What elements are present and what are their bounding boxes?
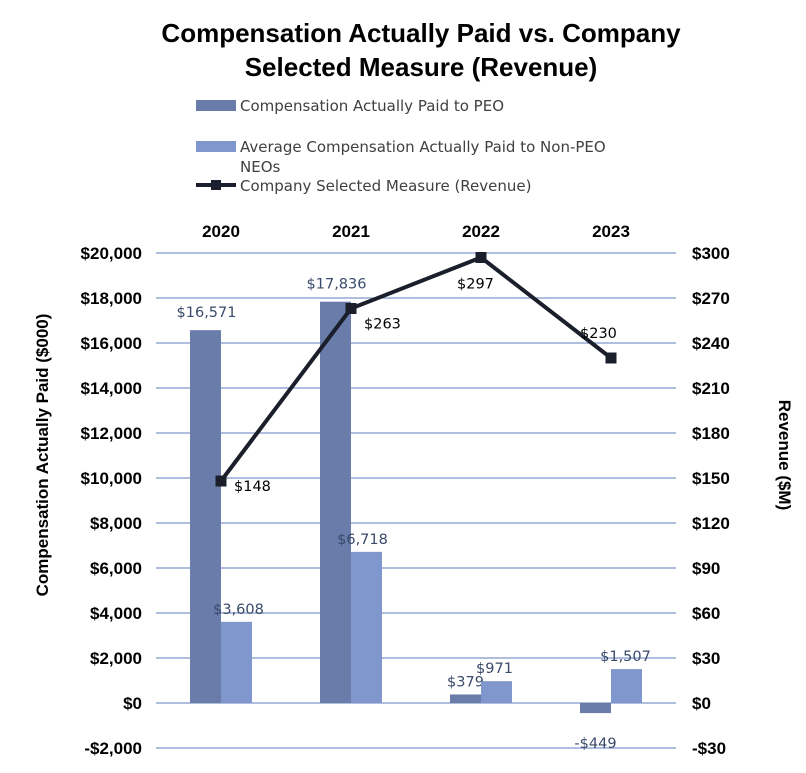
chart-title-line2: Selected Measure (Revenue) xyxy=(245,52,598,82)
left-axis-tick-label: $2,000 xyxy=(90,649,142,668)
x-category-label: 2022 xyxy=(462,222,500,241)
right-axis-tick-label: $30 xyxy=(692,649,720,668)
left-axis-tick-label: $20,000 xyxy=(81,244,142,263)
left-axis-tick-label: $10,000 xyxy=(81,469,142,488)
chart-title-line1: Compensation Actually Paid vs. Company xyxy=(161,18,681,48)
revenue-marker xyxy=(605,352,617,364)
right-axis-tick-label: $120 xyxy=(692,514,730,533)
data-label-non-peo: $3,608 xyxy=(213,602,264,618)
revenue-marker xyxy=(345,303,357,314)
bar-non-peo xyxy=(481,681,512,703)
plot-area: $20,000 $18,000 $16,000 $14,000 $12,000 $10,0… xyxy=(81,222,730,758)
legend-label-non-peo-line2: NEOs xyxy=(240,158,281,176)
right-axis-tick-label: $180 xyxy=(692,424,730,443)
x-category-label: 2020 xyxy=(202,222,240,241)
bar-peo xyxy=(320,301,351,703)
legend-label-revenue: Company Selected Measure (Revenue) xyxy=(240,177,531,195)
data-label-peo: -$449 xyxy=(574,736,616,752)
legend-swatch-non-peo xyxy=(196,141,236,152)
right-axis-tick-label: $270 xyxy=(692,289,730,308)
right-axis-tick-label: $210 xyxy=(692,379,730,398)
legend-label-non-peo-line1: Average Compensation Actually Paid to No… xyxy=(240,138,606,156)
right-axis-tick-label: $240 xyxy=(692,334,730,353)
data-label-peo: $379 xyxy=(447,674,484,690)
x-category-label: 2023 xyxy=(592,222,630,241)
left-axis-title: Compensation Actually Paid ($000) xyxy=(33,314,52,597)
left-axis-tick-label: -$2,000 xyxy=(84,739,142,758)
data-label-non-peo: $971 xyxy=(476,661,513,677)
left-axis-tick-label: $4,000 xyxy=(90,604,142,623)
revenue-marker xyxy=(475,252,487,263)
bar-non-peo xyxy=(221,621,252,703)
legend-label-peo: Compensation Actually Paid to PEO xyxy=(240,97,504,115)
legend: Compensation Actually Paid to PEO Averag… xyxy=(196,97,606,195)
data-label-peo: $16,571 xyxy=(177,305,237,321)
right-axis-title: Revenue ($M) xyxy=(775,400,794,511)
left-axis-tick-label: $0 xyxy=(123,694,142,713)
data-label-non-peo: $1,507 xyxy=(600,649,651,665)
left-axis-tick-label: $8,000 xyxy=(90,514,142,533)
right-axis-tick-label: $90 xyxy=(692,559,720,578)
bar-peo xyxy=(580,703,611,714)
revenue-line xyxy=(219,255,613,483)
data-label-peo: $17,836 xyxy=(307,277,367,293)
left-axis-tick-label: $12,000 xyxy=(81,424,142,443)
data-label-non-peo: $6,718 xyxy=(337,532,388,548)
data-label-revenue: $230 xyxy=(580,326,617,342)
right-axis-tick-label: $0 xyxy=(692,694,711,713)
x-category-label: 2021 xyxy=(332,222,370,241)
revenue-marker xyxy=(215,475,227,487)
right-axis-tick-label: $60 xyxy=(692,604,720,623)
data-label-revenue: $263 xyxy=(364,317,401,333)
right-axis-tick-label: $300 xyxy=(692,244,730,263)
bar-non-peo xyxy=(611,669,642,703)
data-label-revenue: $297 xyxy=(457,277,494,293)
left-axis-tick-label: $14,000 xyxy=(81,379,142,398)
left-axis-tick-label: $6,000 xyxy=(90,559,142,578)
legend-swatch-peo xyxy=(196,100,236,111)
right-axis-tick-label: $150 xyxy=(692,469,730,488)
legend-swatch-revenue-marker xyxy=(211,180,221,190)
left-axis-tick-label: $18,000 xyxy=(81,289,142,308)
right-axis-tick-label: -$30 xyxy=(692,739,726,758)
data-label-revenue: $148 xyxy=(234,479,271,495)
bar-non-peo xyxy=(351,551,382,703)
bar-peo xyxy=(190,330,221,703)
bar-peo xyxy=(450,694,481,703)
left-axis-tick-label: $16,000 xyxy=(81,334,142,353)
